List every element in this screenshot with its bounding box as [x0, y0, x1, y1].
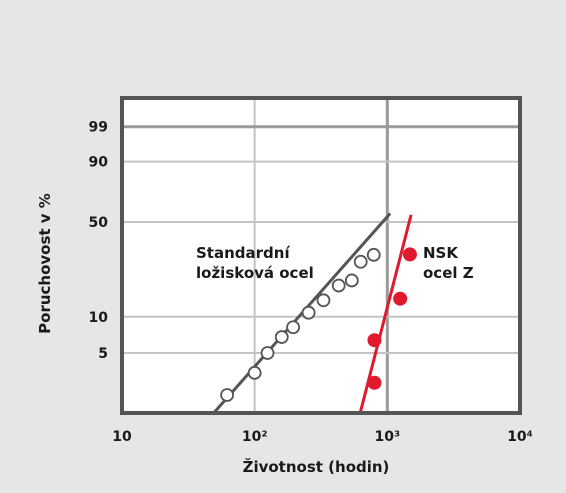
- data-point-series-2: [367, 333, 382, 348]
- x-tick-label: 10²: [242, 429, 268, 445]
- data-point-series-1: [247, 365, 262, 380]
- series-label-1: Standardní: [196, 244, 290, 262]
- data-point-series-1: [286, 320, 301, 335]
- data-point-series-1: [344, 273, 359, 288]
- x-tick-label: 10⁴: [507, 429, 533, 445]
- data-point-series-1: [260, 346, 275, 360]
- data-point-series-1: [301, 305, 316, 320]
- y-axis-title: Poruchovost v %: [36, 193, 54, 334]
- y-tick-label: 10: [89, 310, 109, 326]
- y-tick-label: 5: [98, 346, 108, 362]
- data-point-series-2: [402, 247, 417, 262]
- data-point-series-1: [274, 330, 289, 344]
- fit-line-series-1: [211, 212, 392, 416]
- x-tick-label: 10³: [375, 429, 401, 445]
- series-label-1: ložisková ocel: [196, 264, 314, 282]
- y-tick-label: 90: [89, 155, 109, 171]
- y-tick-label: 99: [89, 120, 108, 136]
- series-label-2: ocel Z: [423, 264, 474, 282]
- data-point-series-1: [220, 388, 235, 402]
- data-point-series-1: [366, 247, 381, 262]
- plot-frame: [120, 96, 522, 415]
- x-axis-title: Životnost (hodin): [243, 457, 390, 476]
- data-point-series-2: [393, 291, 408, 306]
- x-tick-label: 10: [112, 429, 132, 445]
- y-tick-label: 50: [89, 215, 109, 231]
- data-point-series-1: [316, 293, 331, 308]
- plot-area: [122, 98, 520, 413]
- series-label-2: NSK: [423, 244, 459, 262]
- data-point-series-2: [367, 375, 382, 390]
- data-point-series-1: [331, 278, 346, 293]
- data-point-series-1: [353, 254, 368, 269]
